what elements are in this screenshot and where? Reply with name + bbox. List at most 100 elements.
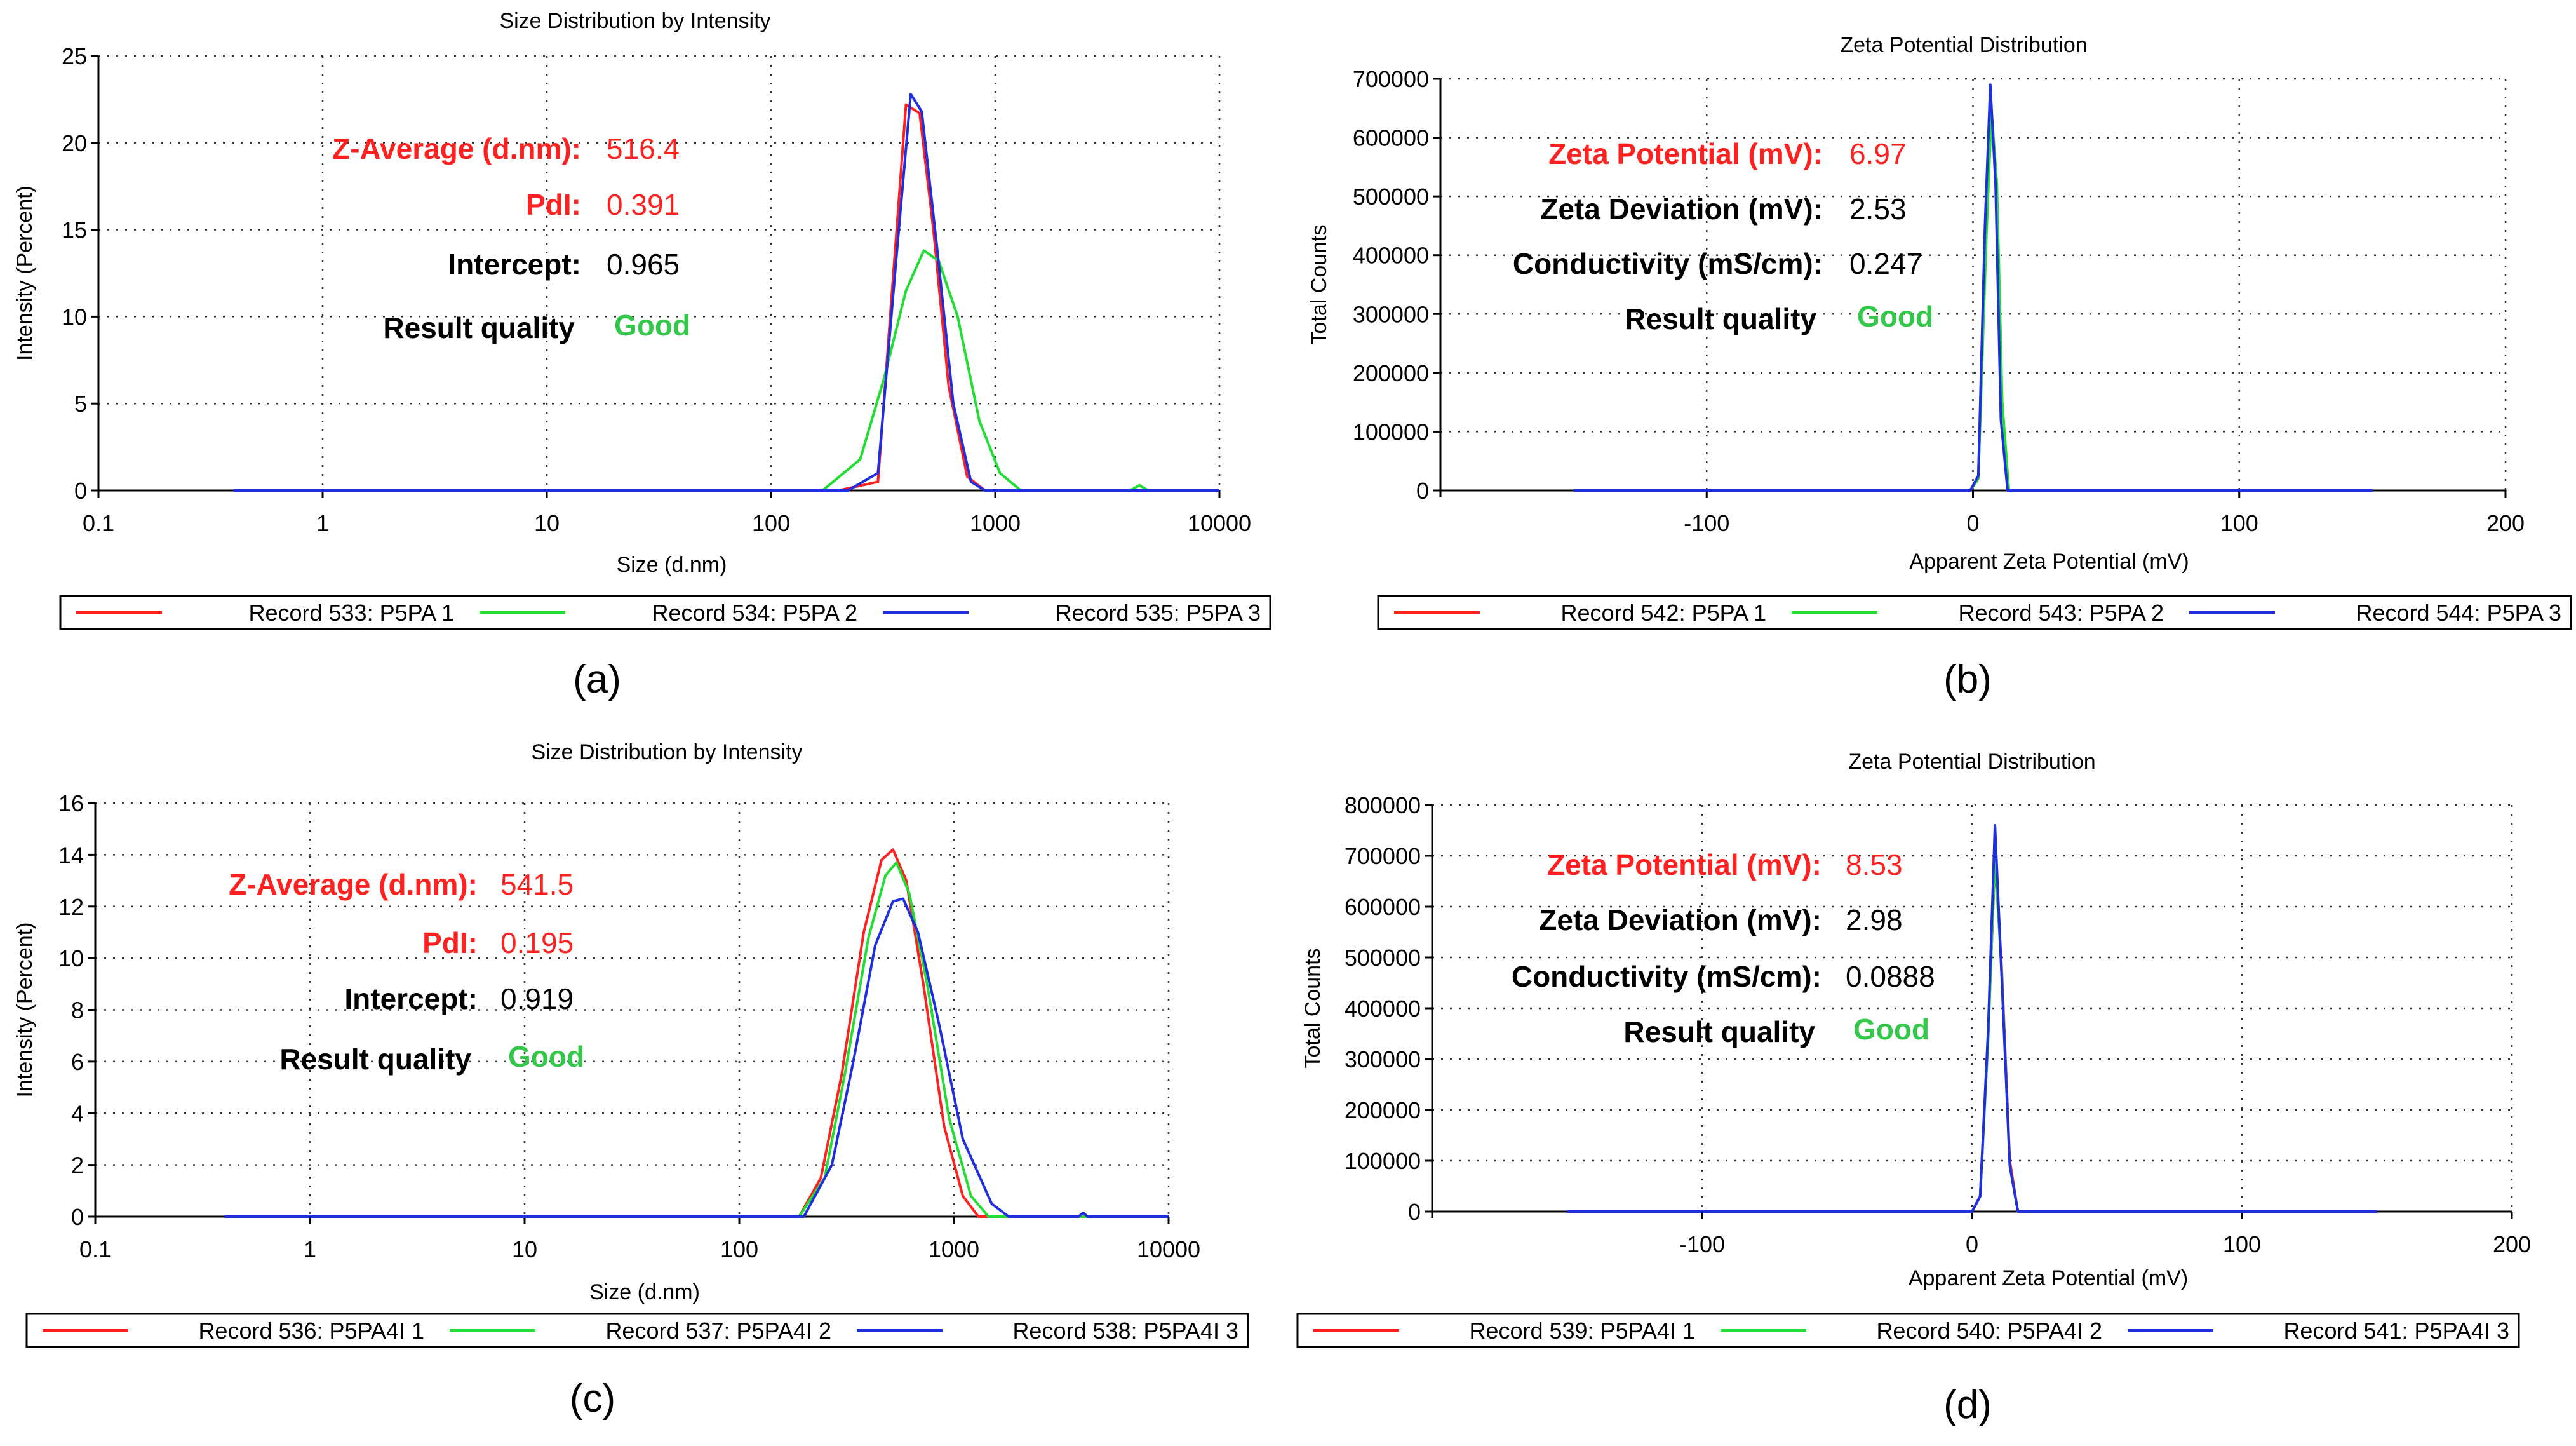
chart-title: Zeta Potential Distribution: [1840, 33, 2087, 57]
x-tick-label: -100: [1684, 510, 1729, 536]
annotation-label: Result quality: [279, 1043, 471, 1076]
y-tick-label: 20: [62, 130, 87, 156]
annotation-label: Zeta Potential (mV):: [1547, 848, 1821, 881]
annotation-value: 0.391: [607, 188, 680, 221]
x-tick-label: 10000: [1188, 510, 1251, 536]
x-tick-label: 0: [1966, 1231, 1978, 1257]
y-axis-label: Total Counts: [1307, 225, 1331, 345]
annotation-label: Intercept:: [448, 248, 581, 281]
panel-label: (d): [1943, 1383, 1992, 1427]
annotation-label: Result quality: [1625, 302, 1816, 335]
annotation-value: 2.53: [1849, 193, 1907, 226]
y-tick-label: 100000: [1353, 419, 1429, 445]
series-line-2: [224, 861, 1169, 1218]
annotation-label: Zeta Deviation (mV):: [1540, 193, 1823, 226]
x-tick-label: 0.1: [83, 510, 114, 536]
y-axis-label: Intensity (Percent): [13, 186, 37, 361]
annotation-label: PdI:: [422, 926, 478, 959]
x-axis-label: Size (d.nm): [589, 1280, 700, 1304]
annotation-value: 0.0888: [1846, 960, 1935, 993]
annotation-label: Result quality: [1623, 1015, 1815, 1048]
y-tick-label: 100000: [1345, 1148, 1421, 1174]
legend-entry-3: Record 538: P5PA4I 3: [1012, 1318, 1238, 1344]
annotation-value: 8.53: [1846, 848, 1903, 881]
x-tick-label: 1000: [929, 1236, 979, 1262]
y-tick-label: 5: [74, 391, 87, 417]
series-line-3: [233, 93, 1219, 492]
legend-entry-1: Record 533: P5PA 1: [248, 600, 454, 626]
annotation-value: 6.97: [1849, 137, 1907, 170]
legend-entry-1: Record 539: P5PA4I 1: [1469, 1318, 1695, 1344]
y-tick-label: 4: [71, 1100, 84, 1126]
y-tick-label: 10: [58, 945, 84, 971]
legend-entry-2: Record 543: P5PA 2: [1958, 600, 2164, 626]
x-tick-label: 0.1: [79, 1236, 111, 1262]
y-tick-label: 0: [71, 1204, 84, 1230]
x-tick-label: 100: [752, 510, 790, 536]
x-tick-label: 100: [720, 1236, 758, 1262]
y-tick-label: 10: [62, 304, 87, 330]
chart-title: Size Distribution by Intensity: [499, 9, 770, 33]
legend-box: [59, 595, 1271, 630]
series-line-3: [224, 897, 1169, 1218]
legend-entry-2: Record 540: P5PA4I 2: [1876, 1318, 2102, 1344]
legend-entry-3: Record 535: P5PA 3: [1055, 600, 1261, 626]
x-tick-label: 200: [2486, 510, 2525, 536]
legend-box: [1377, 595, 2572, 630]
result-quality-value: Good: [1857, 300, 1933, 333]
y-tick-label: 12: [58, 894, 84, 920]
x-tick-label: 10: [534, 510, 560, 536]
result-quality-value: Good: [508, 1040, 584, 1073]
y-axis-label: Total Counts: [1301, 949, 1325, 1069]
x-tick-label: 100: [2220, 510, 2258, 536]
annotation-label: Zeta Potential (mV):: [1548, 137, 1823, 170]
panel-label: (a): [573, 658, 621, 701]
annotation-value: 0.965: [607, 248, 680, 281]
chart-panel-a: Size Distribution by Intensity 0 5 10 15 20 25…: [13, 9, 1271, 701]
legend-box: [25, 1313, 1249, 1348]
result-quality-value: Good: [614, 309, 690, 342]
x-tick-label: 100: [2223, 1231, 2261, 1257]
series-line-2: [233, 249, 1219, 492]
x-tick-label: 10000: [1137, 1236, 1200, 1262]
legend-entry-1: Record 542: P5PA 1: [1560, 600, 1766, 626]
annotation-label: Result quality: [383, 311, 575, 344]
annotation-label: Conductivity (mS/cm):: [1512, 960, 1821, 993]
annotation-value: 516.4: [607, 132, 680, 165]
legend-entry-2: Record 534: P5PA 2: [652, 600, 857, 626]
x-tick-label: 10: [512, 1236, 537, 1262]
y-tick-label: 2: [71, 1152, 84, 1179]
chart-title: Zeta Potential Distribution: [1848, 750, 2095, 774]
x-tick-label: -100: [1679, 1231, 1725, 1257]
result-quality-value: Good: [1853, 1013, 1929, 1046]
y-tick-label: 400000: [1353, 243, 1429, 269]
y-tick-label: 200000: [1353, 360, 1429, 386]
annotation-value: 2.98: [1846, 903, 1903, 936]
annotation-label: Conductivity (mS/cm):: [1513, 247, 1823, 280]
y-tick-label: 0: [1416, 478, 1429, 504]
y-tick-label: 600000: [1353, 125, 1429, 151]
annotation-value: 0.195: [500, 926, 574, 959]
annotation-label: Z-Average (d.nm):: [332, 132, 581, 165]
chart-title: Size Distribution by Intensity: [531, 740, 802, 764]
y-tick-label: 300000: [1345, 1046, 1421, 1072]
annotation-label: Zeta Deviation (mV):: [1539, 903, 1821, 936]
y-axis-label: Intensity (Percent): [13, 922, 37, 1098]
x-tick-label: 0: [1966, 510, 1979, 536]
x-tick-label: 1000: [970, 510, 1021, 536]
legend-box: [1296, 1313, 2520, 1348]
annotation-value: 0.247: [1849, 247, 1922, 280]
annotation-label: Intercept:: [344, 982, 478, 1015]
panel-label: (b): [1943, 658, 1992, 701]
y-tick-label: 15: [62, 217, 87, 243]
y-tick-label: 16: [58, 790, 84, 816]
y-tick-label: 300000: [1353, 301, 1429, 327]
x-axis-label: Apparent Zeta Potential (mV): [1909, 550, 2189, 574]
annotation-value: 0.919: [500, 982, 574, 1015]
annotation-value: 541.5: [500, 868, 574, 901]
annotation-label: PdI:: [526, 188, 581, 221]
y-tick-label: 6: [71, 1049, 84, 1075]
x-axis-label: Apparent Zeta Potential (mV): [1909, 1266, 2188, 1290]
x-tick-label: 1: [316, 510, 329, 536]
